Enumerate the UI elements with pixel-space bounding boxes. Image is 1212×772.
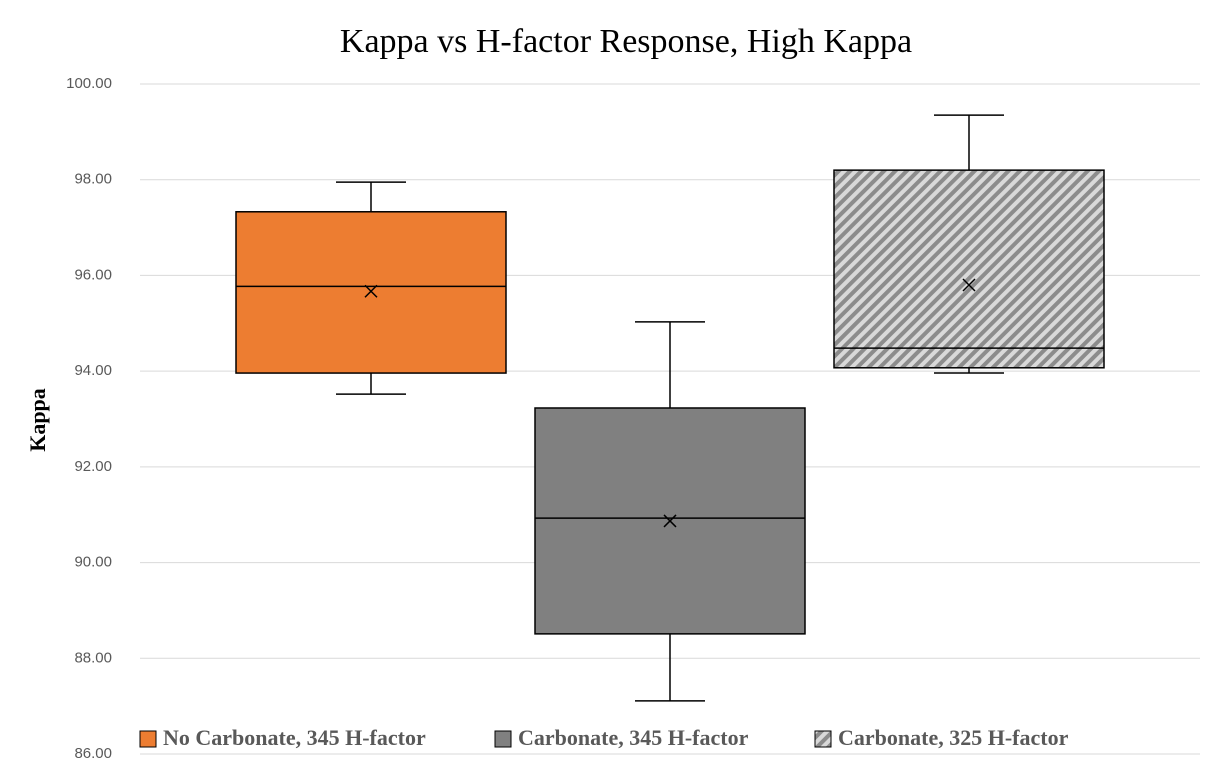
y-tick-label: 92.00 — [74, 458, 112, 475]
y-tick-label: 100.00 — [66, 75, 112, 92]
mean-marker — [962, 278, 976, 292]
legend-swatch — [814, 730, 832, 748]
y-tick-label: 96.00 — [74, 266, 112, 283]
y-tick-label: 88.00 — [74, 649, 112, 666]
legend-label: Carbonate, 325 H-factor — [838, 725, 1069, 750]
y-tick-label: 94.00 — [74, 362, 112, 379]
mean-marker — [663, 514, 677, 528]
y-tick-label: 86.00 — [74, 745, 112, 762]
legend-label: Carbonate, 345 H-factor — [518, 725, 749, 750]
legend-swatch — [139, 730, 157, 748]
box — [833, 169, 1105, 369]
y-tick-label: 98.00 — [74, 171, 112, 188]
mean-marker — [364, 284, 378, 298]
legend-swatch — [494, 730, 512, 748]
y-tick-label: 90.00 — [74, 554, 112, 571]
chart-title: Kappa vs H-factor Response, High Kappa — [340, 23, 912, 60]
box — [235, 211, 507, 374]
legend-label: No Carbonate, 345 H-factor — [163, 725, 426, 750]
y-axis-label: Kappa — [25, 388, 50, 452]
